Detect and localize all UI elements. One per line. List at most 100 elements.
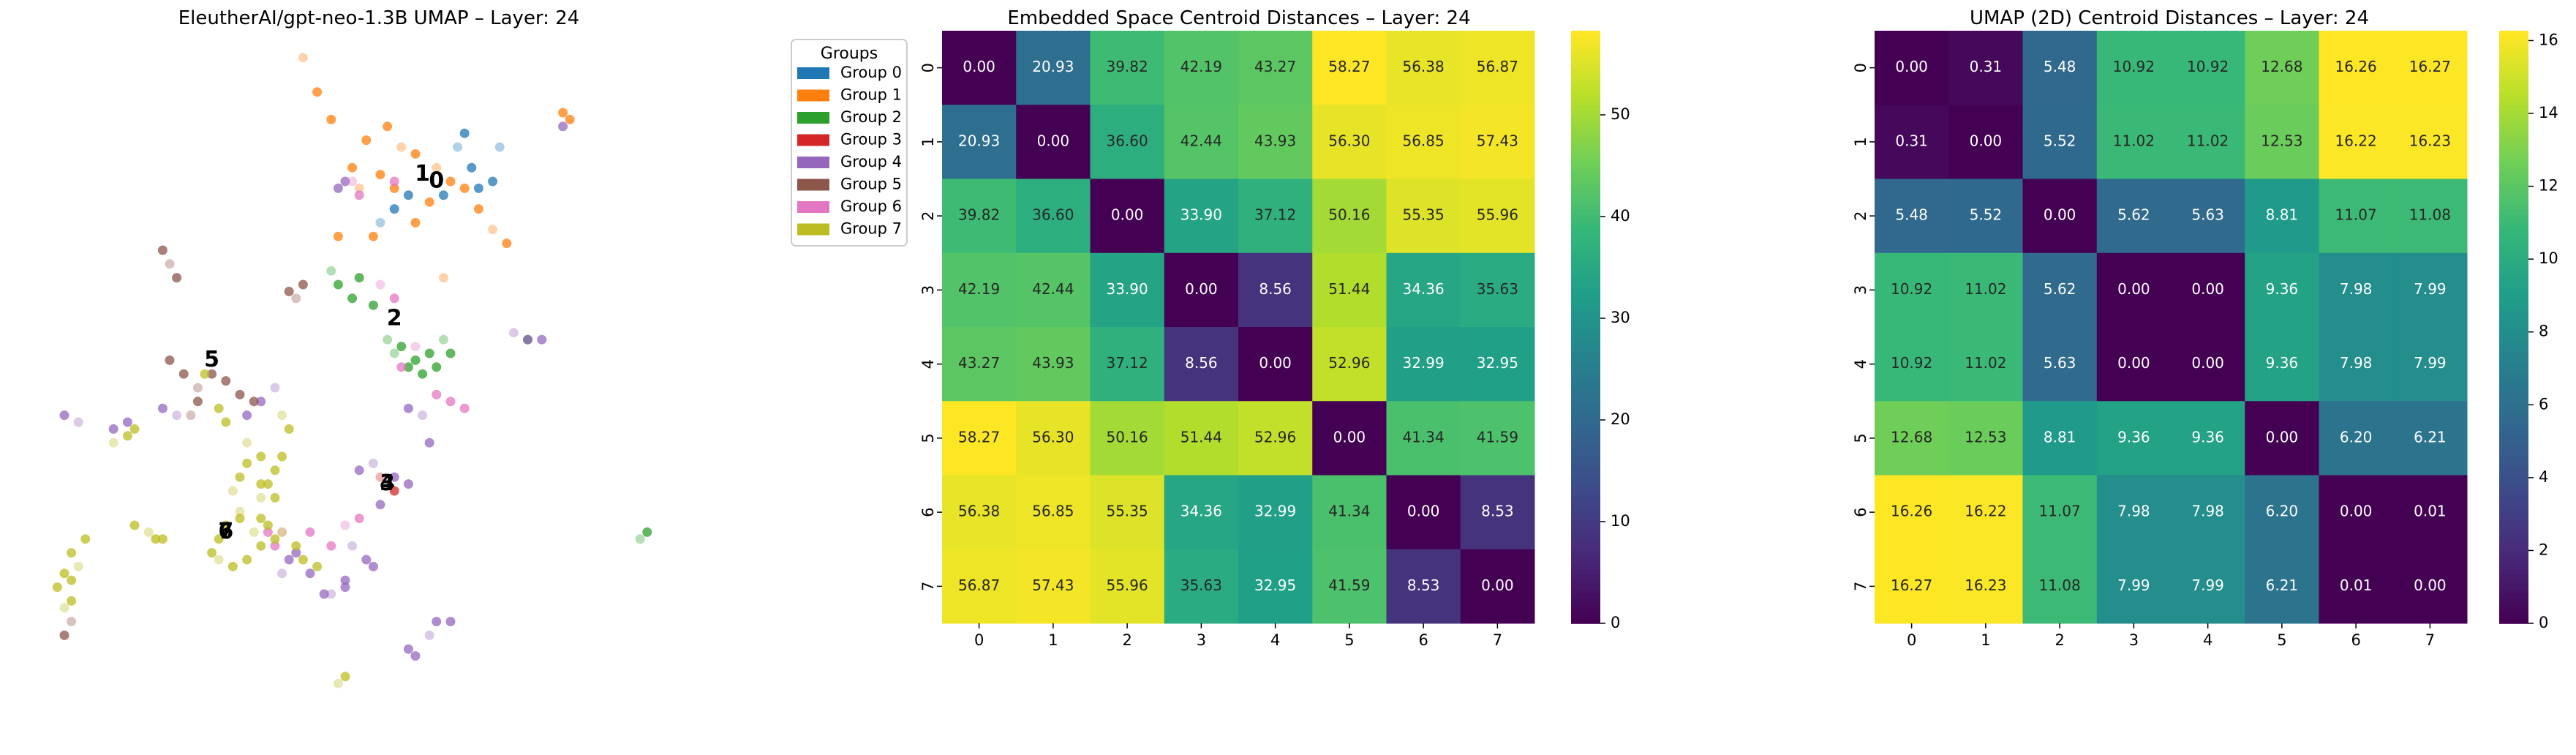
colorbar-2-segment — [2499, 60, 2528, 67]
colorbar-1-segment — [1571, 243, 1600, 249]
heatmap-2-cell — [2022, 475, 2098, 550]
heatmap-2-cell — [2392, 401, 2468, 476]
heatmap-1-xtick: 5 — [1344, 631, 1354, 649]
colorbar-1-segment — [1571, 99, 1600, 106]
colorbar-2-segment — [2499, 184, 2528, 189]
colorbar-2-segment — [2499, 322, 2528, 328]
colorbar-2-segment — [2499, 282, 2528, 288]
colorbar-1-segment — [1571, 203, 1600, 209]
heatmap-1-cell — [1016, 105, 1091, 179]
heatmap-1-cell — [1460, 105, 1535, 179]
heatmap-1-value: 57.43 — [1032, 576, 1074, 594]
heatmap-1-value: 55.96 — [1477, 206, 1518, 224]
colorbar-1-segment — [1571, 189, 1600, 195]
colorbar-2-segment — [2499, 465, 2528, 471]
scatter-point-group-4 — [403, 644, 413, 654]
colorbar-2-segment — [2499, 331, 2528, 338]
centroid-label-0: 0 — [429, 168, 444, 194]
colorbar-2-segment — [2499, 475, 2528, 481]
colorbar-1-segment — [1571, 322, 1600, 328]
colorbar-2-tick: 14 — [2539, 104, 2558, 121]
scatter-point-group-1 — [347, 162, 358, 173]
heatmap-1-cell — [1312, 401, 1387, 476]
colorbar-2-tick: 16 — [2539, 31, 2558, 48]
scatter-point-group-7 — [270, 492, 280, 503]
scatter-point-group-7 — [277, 451, 287, 462]
heatmap-1-value: 50.16 — [1328, 206, 1370, 224]
scatter-point-group-1 — [565, 114, 575, 124]
colorbar-2-segment — [2499, 435, 2528, 442]
scatter-point-group-4 — [403, 479, 413, 489]
heatmap-1-cell — [1312, 475, 1387, 550]
scatter-point-group-2 — [396, 342, 407, 352]
heatmap-2-value: 9.36 — [2266, 354, 2299, 372]
scatter-point-group-7 — [235, 472, 245, 482]
heatmap-1-value: 8.53 — [1481, 503, 1514, 520]
colorbar-1-segment — [1571, 376, 1600, 383]
heatmap-1-cell — [1090, 105, 1165, 179]
heatmap-1-value: 56.30 — [1328, 132, 1370, 149]
heatmap-1-xtick: 3 — [1197, 631, 1206, 649]
heatmap-1-value: 0.00 — [1333, 428, 1366, 446]
colorbar-2-segment — [2499, 70, 2528, 76]
heatmap-2-ytick: 7 — [1852, 582, 1869, 591]
scatter-point-group-2 — [354, 273, 364, 283]
scatter-point-group-4 — [122, 417, 132, 427]
scatter-point-group-7 — [263, 520, 273, 530]
heatmap-2-value: 5.63 — [2044, 354, 2076, 372]
heatmap-2-cell — [2245, 401, 2319, 476]
colorbar-1-segment — [1571, 159, 1600, 165]
colorbar-1-segment — [1571, 440, 1600, 446]
colorbar-1-segment — [1571, 489, 1600, 496]
scatter-point-group-3 — [389, 486, 399, 496]
heatmap-2-value: 16.27 — [2409, 58, 2451, 75]
heatmap-1-value: 39.82 — [958, 206, 1000, 224]
colorbar-1-segment — [1571, 416, 1600, 422]
scatter-point-group-2 — [635, 534, 645, 544]
colorbar-2-segment — [2499, 564, 2528, 570]
colorbar-1-segment — [1571, 529, 1600, 536]
heatmap-1-value: 55.35 — [1402, 206, 1444, 224]
heatmap-1-xtick: 7 — [1493, 631, 1502, 649]
scatter-point-group-4 — [537, 334, 547, 345]
scatter-point-group-5 — [192, 397, 203, 407]
scatter-point-group-7 — [80, 534, 91, 544]
heatmap-2-ytick: 3 — [1852, 285, 1869, 295]
heatmap-2-cell — [2022, 179, 2098, 254]
scatter-point-group-0 — [438, 190, 448, 200]
heatmap-2-value: 7.99 — [2414, 280, 2447, 298]
heatmap-2-value: 5.63 — [2191, 206, 2224, 224]
scatter-point-group-2 — [445, 348, 456, 358]
colorbar-1-segment — [1571, 574, 1600, 580]
colorbar-2-segment — [2499, 519, 2528, 525]
colorbar-2-segment — [2499, 193, 2528, 200]
scatter-point-group-5 — [165, 355, 175, 365]
heatmap-2-value: 9.36 — [2191, 428, 2224, 446]
heatmap-2-cell — [1875, 327, 1949, 402]
scatter-point-group-5 — [291, 293, 301, 304]
heatmap-1-value: 42.19 — [1180, 58, 1222, 75]
heatmap-2-cell — [2171, 179, 2245, 254]
heatmap-2-value: 0.00 — [1970, 132, 2003, 149]
scatter-point-group-0 — [473, 183, 483, 193]
heatmap-2-value: 9.36 — [2266, 280, 2299, 298]
colorbar-2-segment — [2499, 110, 2528, 116]
heatmap-1-value: 20.93 — [1032, 58, 1074, 75]
colorbar-2-tick: 4 — [2539, 468, 2548, 486]
scatter-point-group-7 — [256, 479, 266, 489]
colorbar-1-segment — [1571, 460, 1600, 466]
colorbar-2-segment — [2499, 406, 2528, 412]
colorbar-1-segment — [1571, 539, 1600, 545]
scatter-point-group-4 — [424, 437, 434, 448]
heatmap-2-cell — [2392, 105, 2468, 179]
colorbar-1-segment — [1571, 139, 1600, 146]
heatmap-2-cell — [2171, 31, 2245, 105]
colorbar-1-segment — [1571, 509, 1600, 516]
colorbar-1-segment — [1571, 525, 1600, 530]
heatmap-1-cell — [1238, 549, 1313, 624]
scatter-point-group-7 — [277, 527, 287, 537]
colorbar-2-segment — [2499, 80, 2528, 86]
colorbar-1-segment — [1571, 485, 1600, 491]
colorbar-1-segment — [1571, 169, 1600, 175]
colorbar-2-segment — [2499, 75, 2528, 81]
